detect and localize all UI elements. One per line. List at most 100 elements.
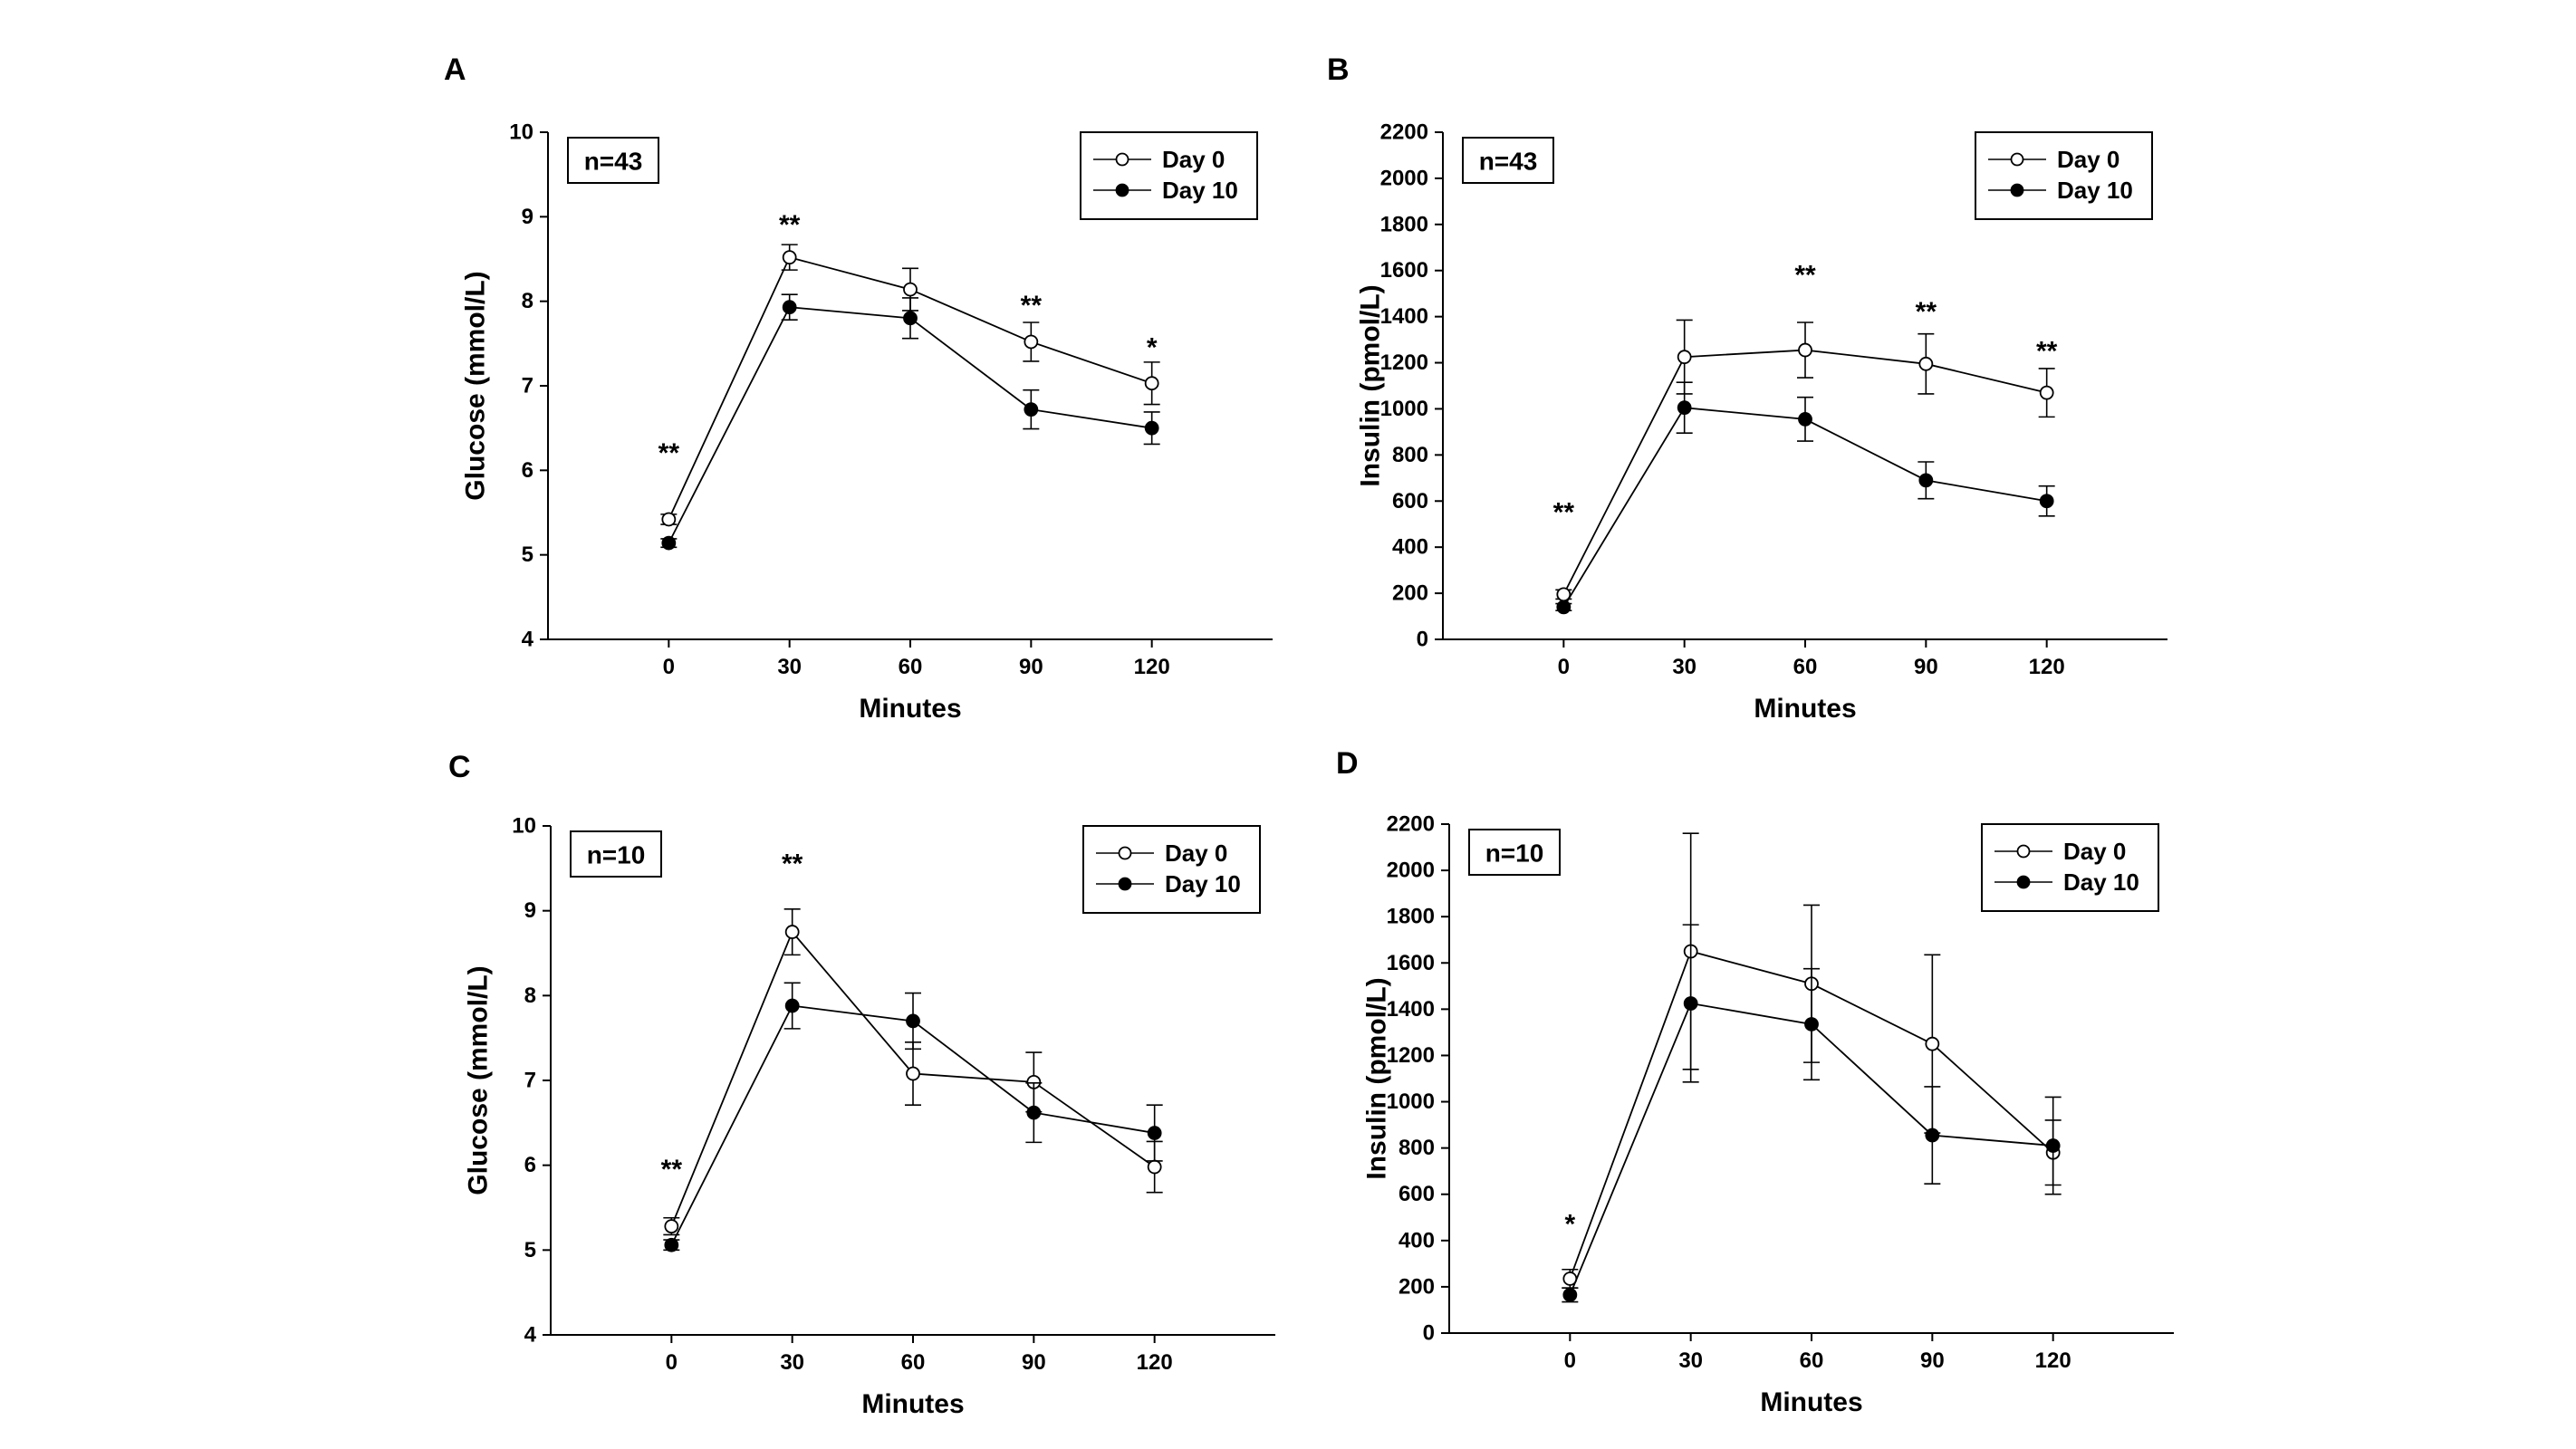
legend-label: Day 10	[2057, 177, 2133, 204]
legend: Day 0 Day 10	[1981, 823, 2159, 912]
data-point	[1144, 420, 1159, 436]
y-tick-label: 800	[1392, 443, 1428, 467]
significance-marker: **	[782, 849, 803, 879]
y-tick-label: 1800	[1387, 905, 1435, 929]
y-tick-label: 1600	[1387, 951, 1435, 975]
y-tick-label: 1400	[1380, 304, 1428, 329]
x-tick-label: 30	[777, 655, 802, 679]
series-day-0	[660, 244, 1160, 527]
data-point	[1147, 1159, 1162, 1175]
y-tick-label: 2000	[1387, 859, 1435, 883]
y-tick-label: 600	[1392, 489, 1428, 513]
sample-size-box: n=10	[1468, 829, 1561, 876]
significance-marker: **	[661, 1155, 683, 1185]
significance-marker: *	[1564, 1209, 1575, 1239]
sample-size-frame	[567, 137, 659, 184]
y-tick-label: 1000	[1380, 397, 1428, 421]
legend-label: Day 0	[2057, 146, 2119, 173]
y-tick-label: 5	[522, 542, 533, 567]
significance-marker: **	[658, 438, 680, 468]
data-point	[661, 535, 677, 551]
y-tick-label: 1200	[1387, 1043, 1435, 1068]
y-axis-label: Insulin (pmol/L)	[1356, 284, 1386, 486]
x-tick-label: 60	[901, 1350, 926, 1375]
panel-label: C	[448, 750, 471, 784]
x-tick-label: 120	[2029, 655, 2065, 679]
data-point	[1024, 334, 1039, 350]
data-point	[784, 925, 800, 939]
panel-label: D	[1336, 746, 1359, 781]
data-point	[1677, 400, 1692, 416]
legend-label: Day 0	[1165, 840, 1227, 867]
y-tick-label: 200	[1399, 1274, 1435, 1299]
data-point	[1683, 996, 1698, 1011]
series-day-10	[660, 293, 1160, 551]
y-tick-label: 0	[1423, 1321, 1435, 1346]
sample-size-label: n=43	[584, 148, 643, 176]
y-tick-label: 8	[522, 289, 533, 313]
data-point	[1677, 350, 1692, 365]
y-tick-label: 9	[524, 898, 536, 923]
series-line	[1562, 349, 2047, 595]
legend: Day 0 Day 10	[1975, 131, 2153, 220]
x-tick-label: 90	[1022, 1350, 1046, 1375]
y-tick-label: 6	[522, 458, 533, 483]
data-point	[906, 1066, 920, 1081]
series-line	[668, 306, 1152, 544]
sample-size-label: n=43	[1479, 148, 1538, 176]
y-axis-label: Glucose (mmol/L)	[461, 271, 491, 500]
data-point	[664, 1237, 679, 1252]
legend-marker	[2010, 152, 2024, 167]
data-point	[1024, 402, 1039, 417]
y-tick-label: 400	[1392, 535, 1428, 560]
data-point	[1918, 473, 1934, 488]
significance-marker: **	[779, 210, 801, 240]
legend-frame	[1975, 131, 2153, 220]
y-tick-label: 1200	[1380, 350, 1428, 375]
sample-size-frame	[570, 830, 662, 878]
legend-label: Day 10	[1162, 177, 1238, 204]
legend-frame	[1981, 823, 2159, 912]
legend-marker	[1115, 152, 1129, 167]
sample-size-frame	[1468, 829, 1561, 876]
legend-marker	[2010, 183, 2024, 197]
y-tick-label: 4	[524, 1323, 537, 1348]
x-tick-label: 0	[1558, 655, 1570, 679]
x-tick-label: 30	[1672, 655, 1697, 679]
data-point	[903, 282, 918, 297]
significance-marker: *	[1147, 333, 1158, 363]
x-axis-label: Minutes	[861, 1389, 964, 1419]
y-tick-label: 2200	[1380, 120, 1428, 145]
data-point	[782, 250, 797, 265]
legend-label: Day 10	[2063, 868, 2139, 896]
legend: Day 0 Day 10	[1080, 131, 1258, 220]
panel-c: C 4 5 6 7 8 9 10 0 30 60 90 120 Minutes Glucose (mmol/…	[448, 750, 1275, 1419]
data-point	[1798, 342, 1812, 358]
sample-size-frame	[1462, 137, 1554, 184]
data-point	[1144, 376, 1159, 391]
x-tick-label: 60	[899, 655, 923, 679]
panel-d: D020040060080010001200140016001800200022…	[1336, 746, 2174, 1417]
data-point	[2039, 494, 2054, 509]
data-point	[664, 1219, 679, 1234]
panel-label: B	[1327, 53, 1350, 87]
data-point	[1804, 1017, 1819, 1032]
data-point	[661, 512, 677, 527]
y-tick-label: 7	[522, 374, 533, 398]
sample-size-label: n=10	[587, 841, 646, 869]
panel-a: A 4 5 6 7 8 9 10 0 30 60 90 120 Minutes Glucose (mmol/…	[444, 53, 1273, 724]
y-tick-label: 10	[512, 814, 536, 839]
y-tick-label: 2200	[1387, 812, 1435, 837]
legend-label: Day 10	[1165, 870, 1241, 897]
x-tick-label: 120	[1137, 1350, 1173, 1375]
x-tick-label: 120	[2035, 1348, 2071, 1373]
panel-b: B020040060080010001200140016001800200022…	[1327, 53, 2167, 724]
x-tick-label: 60	[1793, 655, 1818, 679]
data-point	[903, 311, 918, 326]
y-tick-label: 4	[522, 628, 534, 652]
y-tick-label: 5	[524, 1238, 536, 1262]
x-tick-label: 30	[1678, 1348, 1703, 1373]
x-tick-label: 90	[1019, 655, 1043, 679]
y-tick-label: 7	[524, 1069, 536, 1093]
